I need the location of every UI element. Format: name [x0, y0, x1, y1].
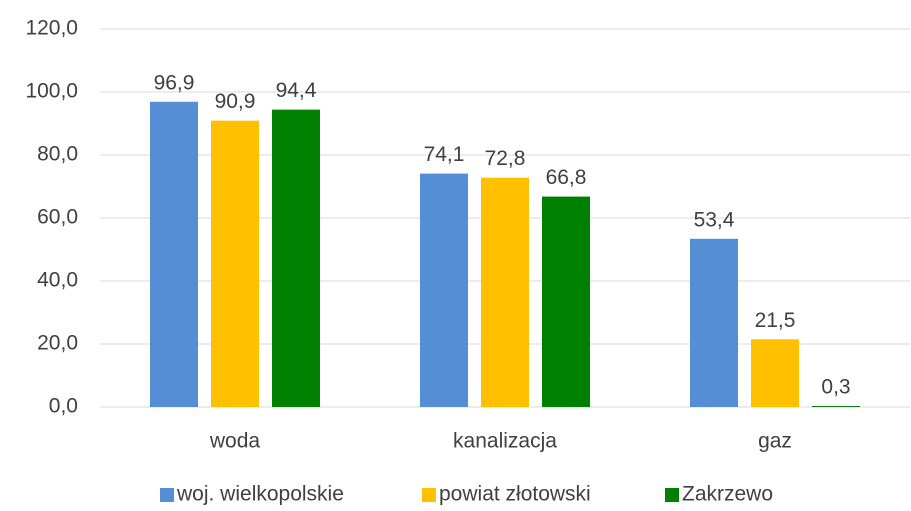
- bar: [420, 173, 468, 407]
- y-tick-label: 0,0: [49, 395, 78, 418]
- y-tick-label: 60,0: [37, 206, 78, 229]
- bar: [211, 120, 259, 407]
- bar: [272, 109, 320, 407]
- y-tick-label: 20,0: [37, 332, 78, 355]
- legend-label: Zakrzewo: [682, 483, 773, 506]
- x-tick-label: gaz: [758, 430, 792, 453]
- legend-swatch: [665, 488, 679, 502]
- bar: [751, 339, 799, 407]
- y-tick-label: 120,0: [25, 17, 78, 40]
- bar: [481, 177, 529, 407]
- y-tick-label: 80,0: [37, 143, 78, 166]
- legend-swatch: [160, 488, 174, 502]
- y-tick-label: 40,0: [37, 269, 78, 292]
- x-tick-label: kanalizacja: [453, 430, 557, 453]
- y-tick-label: 100,0: [25, 80, 78, 103]
- bar: [542, 196, 590, 407]
- bar: [690, 238, 738, 407]
- data-label: 21,5: [755, 309, 796, 332]
- data-label: 94,4: [276, 79, 317, 102]
- legend-label: powiat złotowski: [439, 483, 591, 506]
- legend-swatch: [422, 488, 436, 502]
- data-label: 74,1: [424, 143, 465, 166]
- data-label: 53,4: [694, 208, 735, 231]
- x-tick-label: woda: [209, 430, 261, 453]
- bar: [150, 101, 198, 407]
- data-label: 66,8: [546, 166, 587, 189]
- legend-label: woj. wielkopolskie: [176, 483, 344, 506]
- data-label: 0,3: [821, 376, 850, 399]
- bar: [812, 406, 860, 407]
- data-label: 96,9: [154, 71, 195, 94]
- data-label: 90,9: [215, 90, 256, 113]
- data-label: 72,8: [485, 147, 526, 170]
